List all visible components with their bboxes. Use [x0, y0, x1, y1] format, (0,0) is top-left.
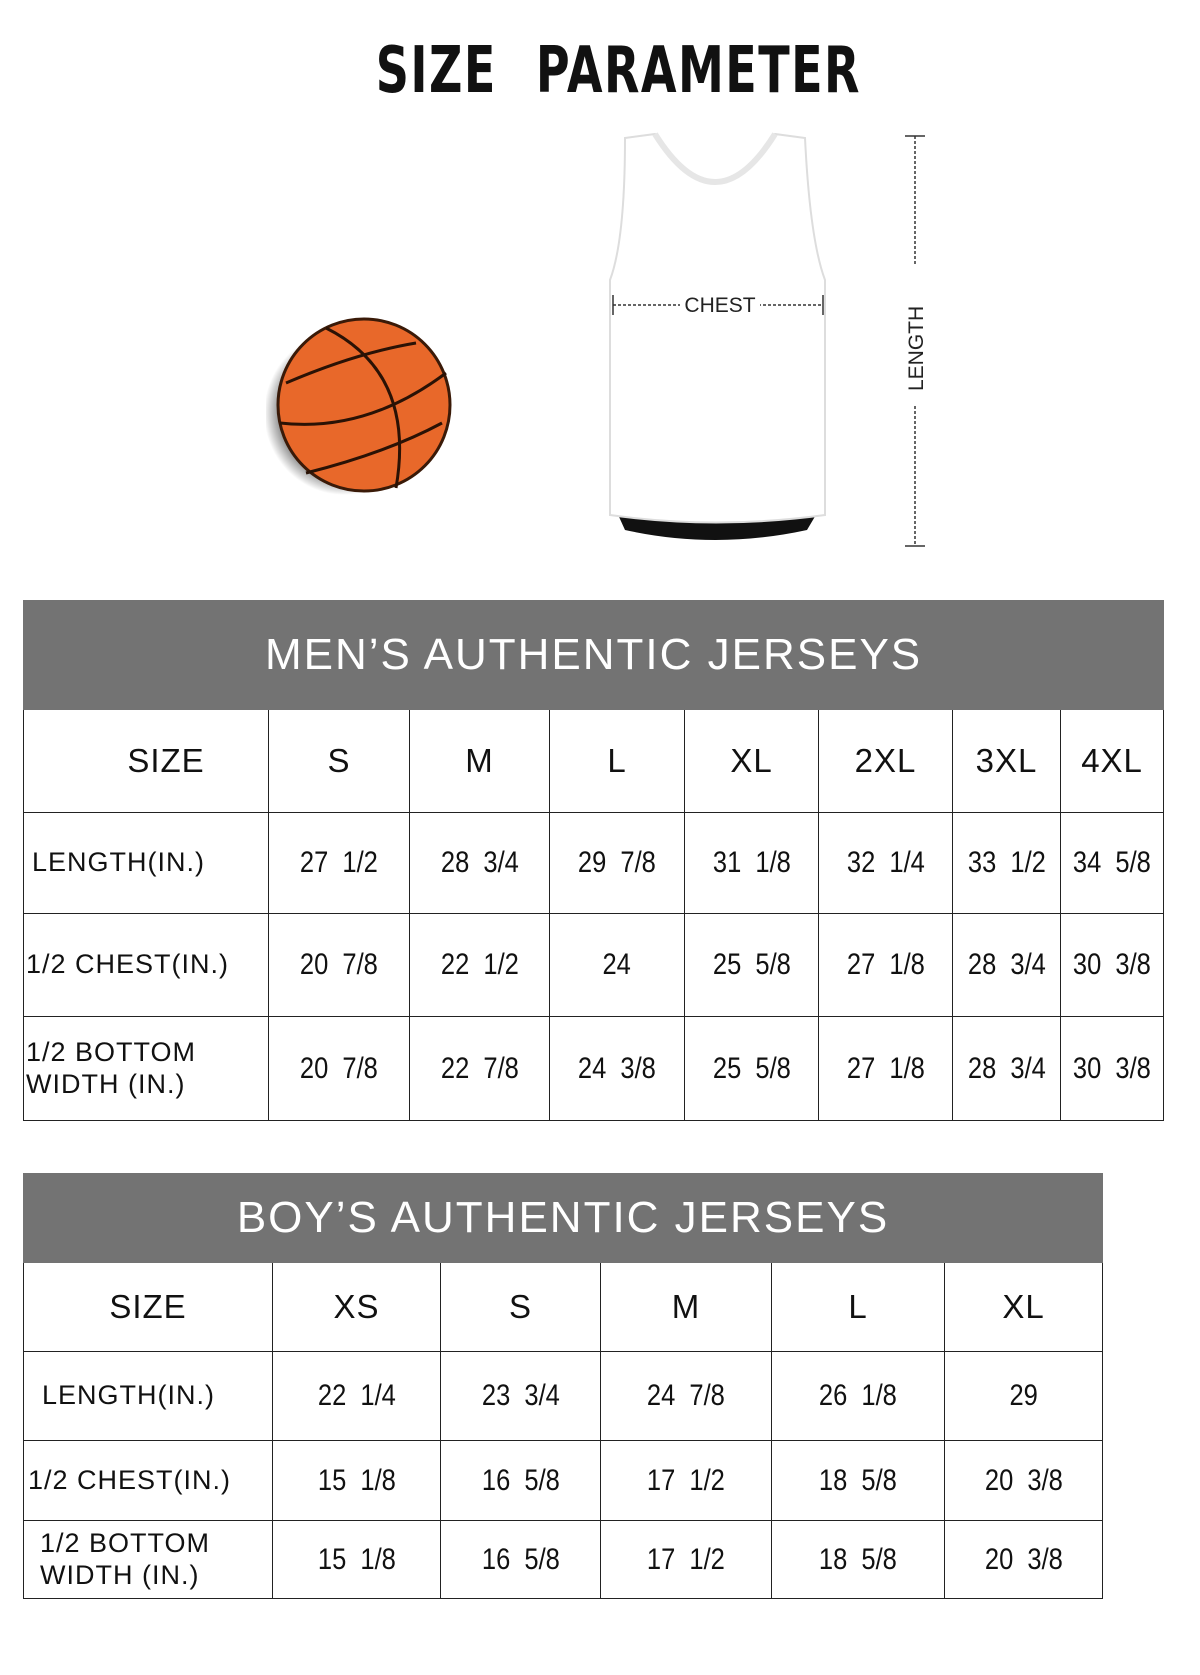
cell: 20 3/8 [984, 1463, 1063, 1497]
cell: 29 [1009, 1379, 1038, 1412]
cell: 22 7/8 [440, 1051, 519, 1085]
cell: 17 1/2 [647, 1542, 725, 1576]
cell: 30 3/8 [1073, 948, 1152, 981]
cell: 18 5/8 [819, 1463, 897, 1497]
row-label: 1/2 BOTTOM WIDTH (IN.) [23, 1016, 269, 1121]
cell: 32 1/4 [846, 846, 925, 879]
basketball-icon [266, 317, 452, 495]
size-m: M [600, 1262, 772, 1352]
cell: 15 1/8 [317, 1463, 396, 1497]
size-m: M [409, 709, 550, 813]
cell: 22 1/4 [317, 1379, 396, 1412]
cell: 28 3/4 [967, 948, 1046, 981]
cell: 15 1/8 [317, 1542, 396, 1576]
row-label: 1/2 BOTTOM WIDTH (IN.) [23, 1520, 273, 1599]
cell: 23 3/4 [481, 1379, 560, 1412]
cell: 27 1/2 [300, 846, 378, 879]
cell: 27 1/8 [846, 1051, 925, 1085]
row-label: 1/2 CHEST(IN.) [23, 1440, 273, 1521]
size-s: S [440, 1262, 601, 1352]
cell: 17 1/2 [647, 1463, 725, 1497]
cell: 25 5/8 [712, 948, 791, 981]
cell: 24 7/8 [647, 1379, 725, 1412]
length-label: LENGTH [905, 306, 928, 391]
boys-table-title: BOY’S AUTHENTIC JERSEYS [22, 1173, 1104, 1263]
length-marker: LENGTH [903, 135, 928, 547]
cell: 29 7/8 [578, 846, 656, 879]
cell: 24 3/8 [578, 1051, 656, 1085]
page-title: SIZE PARAMETER [375, 34, 861, 108]
cell: 28 3/4 [967, 1051, 1046, 1085]
table-row: 1/2 BOTTOM WIDTH (IN.) 20 7/8 22 7/8 24 … [23, 1016, 1165, 1121]
cell: 26 1/8 [819, 1379, 897, 1412]
size-s: S [268, 709, 410, 813]
table-row: LENGTH(IN.) 22 1/4 23 3/4 24 7/8 26 1/8 … [23, 1351, 1104, 1441]
mens-size-table: MEN’S AUTHENTIC JERSEYS SIZE S M L XL 2X… [22, 600, 1165, 1121]
size-xl: XL [943, 1262, 1104, 1352]
size-l: L [771, 1262, 945, 1352]
table-row: LENGTH(IN.) 27 1/2 28 3/4 29 7/8 31 1/8 … [23, 812, 1165, 914]
size-4xl: 4XL [1059, 709, 1165, 813]
cell: 20 3/8 [984, 1542, 1063, 1576]
row-label: LENGTH(IN.) [23, 1351, 273, 1441]
size-header: SIZE [23, 1262, 273, 1352]
cell: 18 5/8 [819, 1542, 897, 1576]
cell: 30 3/8 [1073, 1051, 1152, 1085]
cell: 24 [602, 948, 632, 981]
size-3xl: 3XL [952, 709, 1061, 813]
table-row: 1/2 BOTTOM WIDTH (IN.) 15 1/8 16 5/8 17 … [23, 1520, 1104, 1599]
cell: 20 7/8 [300, 948, 378, 981]
cell: 33 1/2 [967, 846, 1046, 879]
row-label: 1/2 CHEST(IN.) [23, 913, 269, 1017]
size-xs: XS [272, 1262, 441, 1352]
cell: 27 1/8 [846, 948, 925, 981]
cell: 20 7/8 [300, 1051, 378, 1085]
table-row: 1/2 CHEST(IN.) 20 7/8 22 1/2 24 25 5/8 2… [23, 913, 1165, 1017]
row-label: LENGTH(IN.) [23, 812, 269, 914]
size-2xl: 2XL [818, 709, 953, 813]
table-row: 1/2 CHEST(IN.) 15 1/8 16 5/8 17 1/2 18 5… [23, 1440, 1104, 1521]
cell: 31 1/8 [712, 846, 791, 879]
size-header: SIZE [23, 709, 269, 813]
size-l: L [549, 709, 685, 813]
size-xl: XL [684, 709, 819, 813]
cell: 28 3/4 [440, 846, 519, 879]
cell: 25 5/8 [712, 1051, 791, 1085]
boys-size-table: BOY’S AUTHENTIC JERSEYS SIZE XS S M L XL… [22, 1173, 1104, 1599]
cell: 16 5/8 [481, 1463, 560, 1497]
cell: 22 1/2 [440, 948, 519, 981]
chest-label: CHEST [684, 294, 755, 317]
cell: 34 5/8 [1073, 846, 1152, 879]
mens-table-title: MEN’S AUTHENTIC JERSEYS [22, 600, 1165, 710]
jersey-diagram: CHEST [609, 132, 826, 540]
cell: 16 5/8 [481, 1542, 560, 1576]
